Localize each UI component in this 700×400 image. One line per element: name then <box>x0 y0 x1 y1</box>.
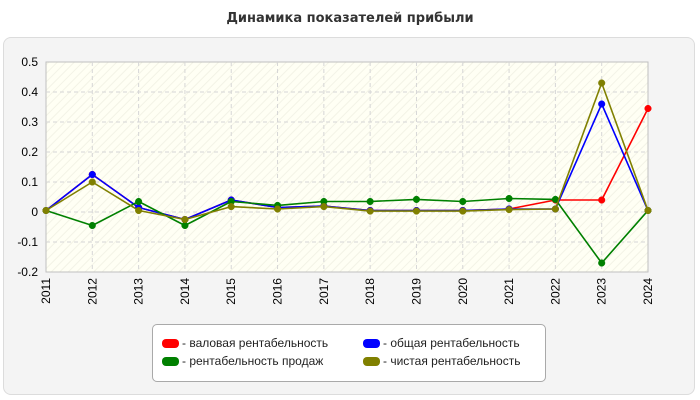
data-point-0 <box>598 196 606 204</box>
x-tick-label: 2023 <box>595 278 609 305</box>
data-point-2 <box>412 195 421 203</box>
data-point-2 <box>459 197 467 206</box>
data-point-2 <box>135 197 143 206</box>
legend-item-total-margin: - общая рентабельность <box>363 335 520 351</box>
data-point-3 <box>320 203 328 211</box>
data-point-1 <box>598 100 606 108</box>
chart-title: Динамика показателей прибыли <box>226 11 474 26</box>
x-tick-label: 2024 <box>641 278 655 305</box>
y-tick-label: 0.5 <box>21 55 38 69</box>
x-tick-label: 2016 <box>271 278 285 305</box>
data-point-3 <box>227 203 235 211</box>
x-tick-label: 2019 <box>409 278 423 305</box>
data-point-2 <box>598 259 606 267</box>
data-point-2 <box>181 221 189 230</box>
series-line-2 <box>45 197 649 264</box>
x-tick-label: 2013 <box>132 278 146 305</box>
data-point-3 <box>88 178 96 186</box>
x-tick-label: 2018 <box>363 278 377 305</box>
x-tick-label: 2011 <box>39 278 53 304</box>
data-point-2 <box>505 194 513 203</box>
series-line-3 <box>45 82 649 221</box>
legend-label: - общая рентабельность <box>383 336 520 350</box>
data-point-2 <box>366 197 374 206</box>
data-point-3 <box>181 215 189 224</box>
data-point-3 <box>459 207 467 215</box>
data-point-3 <box>598 79 606 87</box>
data-point-1 <box>88 170 96 179</box>
legend-label: - рентабельность продаж <box>182 354 324 368</box>
data-point-3 <box>412 207 421 215</box>
x-tick-label: 2020 <box>456 278 470 305</box>
data-point-0 <box>644 104 652 113</box>
data-point-3 <box>644 206 652 215</box>
legend-swatch <box>162 338 179 348</box>
data-point-3 <box>135 206 143 215</box>
x-tick-label: 2014 <box>178 278 192 305</box>
data-point-2 <box>88 221 96 230</box>
axes: -0.2 -0.1 0 0.1 0.2 0.3 0.4 0.5 2011 2012 2013 2014… <box>17 55 655 305</box>
series-layer <box>42 79 652 267</box>
y-tick-label: 0.4 <box>21 85 38 99</box>
x-tick-label: 2022 <box>548 278 562 305</box>
legend-label: - чистая рентабельность <box>383 354 521 368</box>
legend-item-net-margin: - чистая рентабельность <box>363 353 520 369</box>
x-tick-label: 2017 <box>317 278 331 305</box>
legend-swatch <box>363 338 380 348</box>
data-point-3 <box>366 207 374 215</box>
legend-swatch <box>363 356 380 366</box>
x-tick-label: 2015 <box>224 278 238 305</box>
y-tick-label: -0.1 <box>17 235 38 249</box>
y-tick-label: 0 <box>31 205 38 219</box>
plot-area <box>45 61 649 273</box>
data-point-3 <box>42 206 50 215</box>
legend-item-sales-margin: - рентабельность продаж <box>162 353 323 369</box>
x-tick-label: 2012 <box>85 278 99 305</box>
legend-label: - валовая рентабельность <box>182 336 329 350</box>
y-tick-label: -0.2 <box>17 265 38 279</box>
legend-swatch <box>162 356 179 366</box>
legend: - валовая рентабельность - общая рентабе… <box>152 324 546 382</box>
y-tick-label: 0.3 <box>21 115 38 129</box>
data-point-3 <box>505 206 513 214</box>
x-tick-label: 2021 <box>502 278 516 305</box>
y-tick-label: 0.2 <box>21 145 38 159</box>
data-point-3 <box>273 205 282 213</box>
legend-item-gross-margin: - валовая рентабельность <box>162 335 328 351</box>
data-point-3 <box>551 205 559 213</box>
y-tick-label: 0.1 <box>21 175 38 189</box>
